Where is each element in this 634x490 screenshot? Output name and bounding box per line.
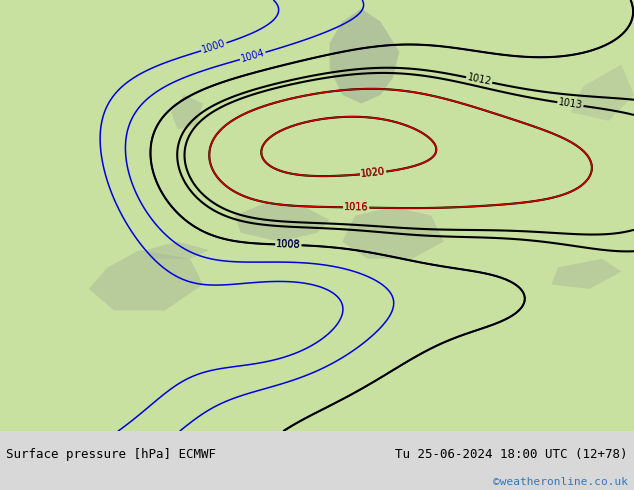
Polygon shape: [89, 250, 203, 311]
Polygon shape: [235, 203, 330, 242]
Text: 1000: 1000: [200, 38, 227, 55]
Polygon shape: [146, 242, 209, 259]
Polygon shape: [342, 207, 444, 259]
Text: 1013: 1013: [557, 98, 583, 111]
Text: ©weatheronline.co.uk: ©weatheronline.co.uk: [493, 477, 628, 487]
Text: 1016: 1016: [344, 202, 368, 213]
Text: 1016: 1016: [344, 202, 368, 213]
Text: 1008: 1008: [276, 240, 301, 250]
Text: Surface pressure [hPa] ECMWF: Surface pressure [hPa] ECMWF: [6, 448, 216, 461]
Text: Tu 25-06-2024 18:00 UTC (12+78): Tu 25-06-2024 18:00 UTC (12+78): [395, 448, 628, 461]
Text: 1020: 1020: [360, 167, 386, 179]
Polygon shape: [552, 259, 621, 289]
Polygon shape: [330, 9, 399, 103]
Text: 1008: 1008: [276, 240, 301, 250]
Text: 1020: 1020: [360, 167, 386, 179]
Text: 1012: 1012: [466, 73, 492, 87]
Polygon shape: [571, 65, 634, 121]
Text: 1004: 1004: [240, 48, 266, 64]
Polygon shape: [171, 95, 203, 129]
